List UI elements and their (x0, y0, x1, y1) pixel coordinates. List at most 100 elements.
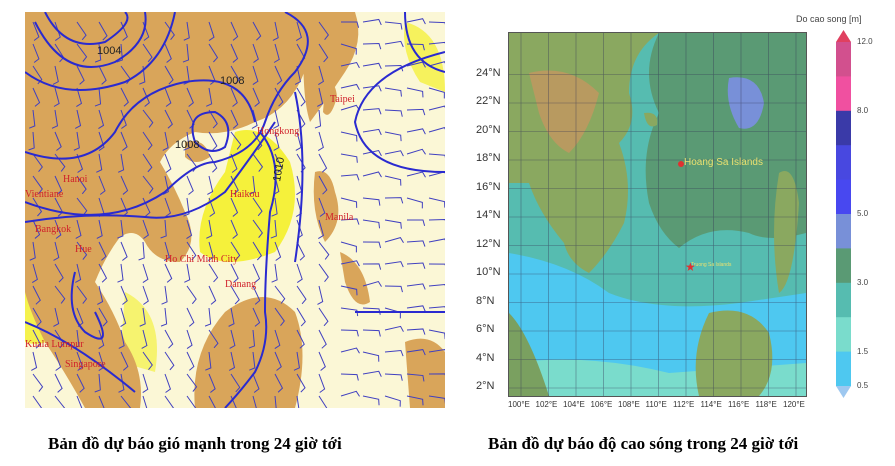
wind-barb (296, 395, 300, 408)
wind-barb (252, 43, 259, 63)
wind-barb (406, 18, 426, 25)
wind-barb (96, 219, 103, 239)
wind-barb (230, 263, 239, 283)
wind-barb (384, 65, 404, 72)
wind-barb (208, 21, 215, 41)
wind-barb (340, 43, 357, 55)
wind-barb (186, 285, 197, 305)
wind-barb (120, 307, 127, 327)
wind-barb (228, 351, 236, 371)
wind-barb (230, 87, 238, 107)
lat-tick-label: 22°N (476, 95, 501, 107)
wind-barb (318, 43, 329, 63)
wind-barb (142, 131, 153, 151)
wind-barb (54, 131, 62, 151)
wind-barb (230, 109, 239, 129)
colorbar-segment (836, 179, 851, 215)
city-label: Kuala Lumpur (25, 339, 84, 350)
wind-barb (406, 197, 423, 209)
wind-barb (362, 42, 382, 50)
city-label: Haikou (230, 189, 259, 200)
wind-barb (98, 109, 105, 129)
wind-barb (31, 263, 38, 283)
wind-barb (32, 21, 40, 41)
wind-barb (54, 285, 66, 304)
wind-barb (317, 87, 324, 107)
wind-barb (98, 263, 108, 283)
wind-barb (162, 131, 169, 151)
wind-barb (318, 329, 327, 349)
wind-barb (208, 153, 218, 173)
wind-barb (362, 280, 382, 287)
wind-barb (428, 153, 445, 158)
wind-barb (186, 329, 193, 349)
wind-barb (406, 283, 426, 290)
wind-barb (120, 285, 128, 305)
wind-barb (32, 329, 41, 349)
wind-barb (428, 127, 445, 133)
wind-barb (317, 131, 324, 151)
wind-barb (208, 285, 217, 305)
wind-barb (98, 329, 105, 349)
wind-barb (120, 175, 129, 195)
colorbar-title: Do cao song [m] (796, 14, 862, 24)
wind-barb (252, 241, 262, 261)
wind-barb (98, 241, 107, 261)
wind-barb (362, 329, 381, 337)
wind-barb (230, 241, 241, 261)
wind-barb (28, 131, 35, 151)
wind-barb (318, 351, 326, 371)
wind-barb (340, 307, 359, 317)
wind-barb (340, 260, 360, 267)
wind-barb (384, 285, 403, 293)
wind-barb (362, 18, 382, 26)
wind-barb (230, 395, 237, 408)
wind-barb (208, 109, 218, 129)
wind-barb (428, 373, 445, 376)
wind-barb (318, 153, 328, 173)
wind-barb (340, 241, 357, 253)
colorbar-tick-label: 8.0 (857, 105, 869, 115)
wind-barb (186, 109, 195, 129)
wind-barb (206, 219, 213, 239)
wind-barb (271, 197, 278, 217)
wind-barb (384, 261, 404, 268)
wind-barb (318, 65, 324, 85)
wind-barb (340, 218, 360, 225)
wind-barb (274, 307, 285, 327)
colorbar-tick-label: 12.0 (857, 37, 873, 46)
wind-barb (340, 21, 360, 28)
wind-barb (142, 109, 154, 128)
wind-barb (295, 21, 302, 41)
wind-barb (230, 197, 239, 217)
wind-barb (406, 395, 424, 406)
wind-barb (230, 21, 239, 41)
wind-barb (296, 373, 306, 393)
wind-barb (98, 21, 108, 41)
wind-barb (76, 175, 87, 195)
colorbar-segment (836, 76, 851, 112)
wind-barb (384, 373, 403, 381)
lon-tick-label: 112°E (673, 400, 695, 409)
wind-barb (318, 263, 329, 283)
wind-barb (96, 153, 103, 173)
wind-barb (142, 43, 153, 63)
wind-barb (94, 373, 101, 393)
wind-barb (186, 219, 193, 239)
wind-barb (428, 349, 445, 353)
lat-tick-label: 12°N (476, 237, 501, 250)
wind-barb (428, 87, 445, 99)
wind-barb (406, 108, 426, 116)
wind-barb (230, 43, 239, 63)
wind-barb (294, 65, 301, 85)
wind-barb (52, 65, 59, 85)
lon-tick-label: 118°E (755, 400, 777, 409)
wind-barb (98, 131, 105, 151)
wind-barb (271, 263, 278, 283)
lat-tick-label: 18°N (476, 152, 501, 164)
wind-barb (208, 43, 219, 63)
wind-barb (204, 307, 212, 327)
truong-sa-marker: ★ (685, 260, 696, 274)
wind-barb (98, 307, 108, 327)
wind-barb (340, 197, 358, 208)
